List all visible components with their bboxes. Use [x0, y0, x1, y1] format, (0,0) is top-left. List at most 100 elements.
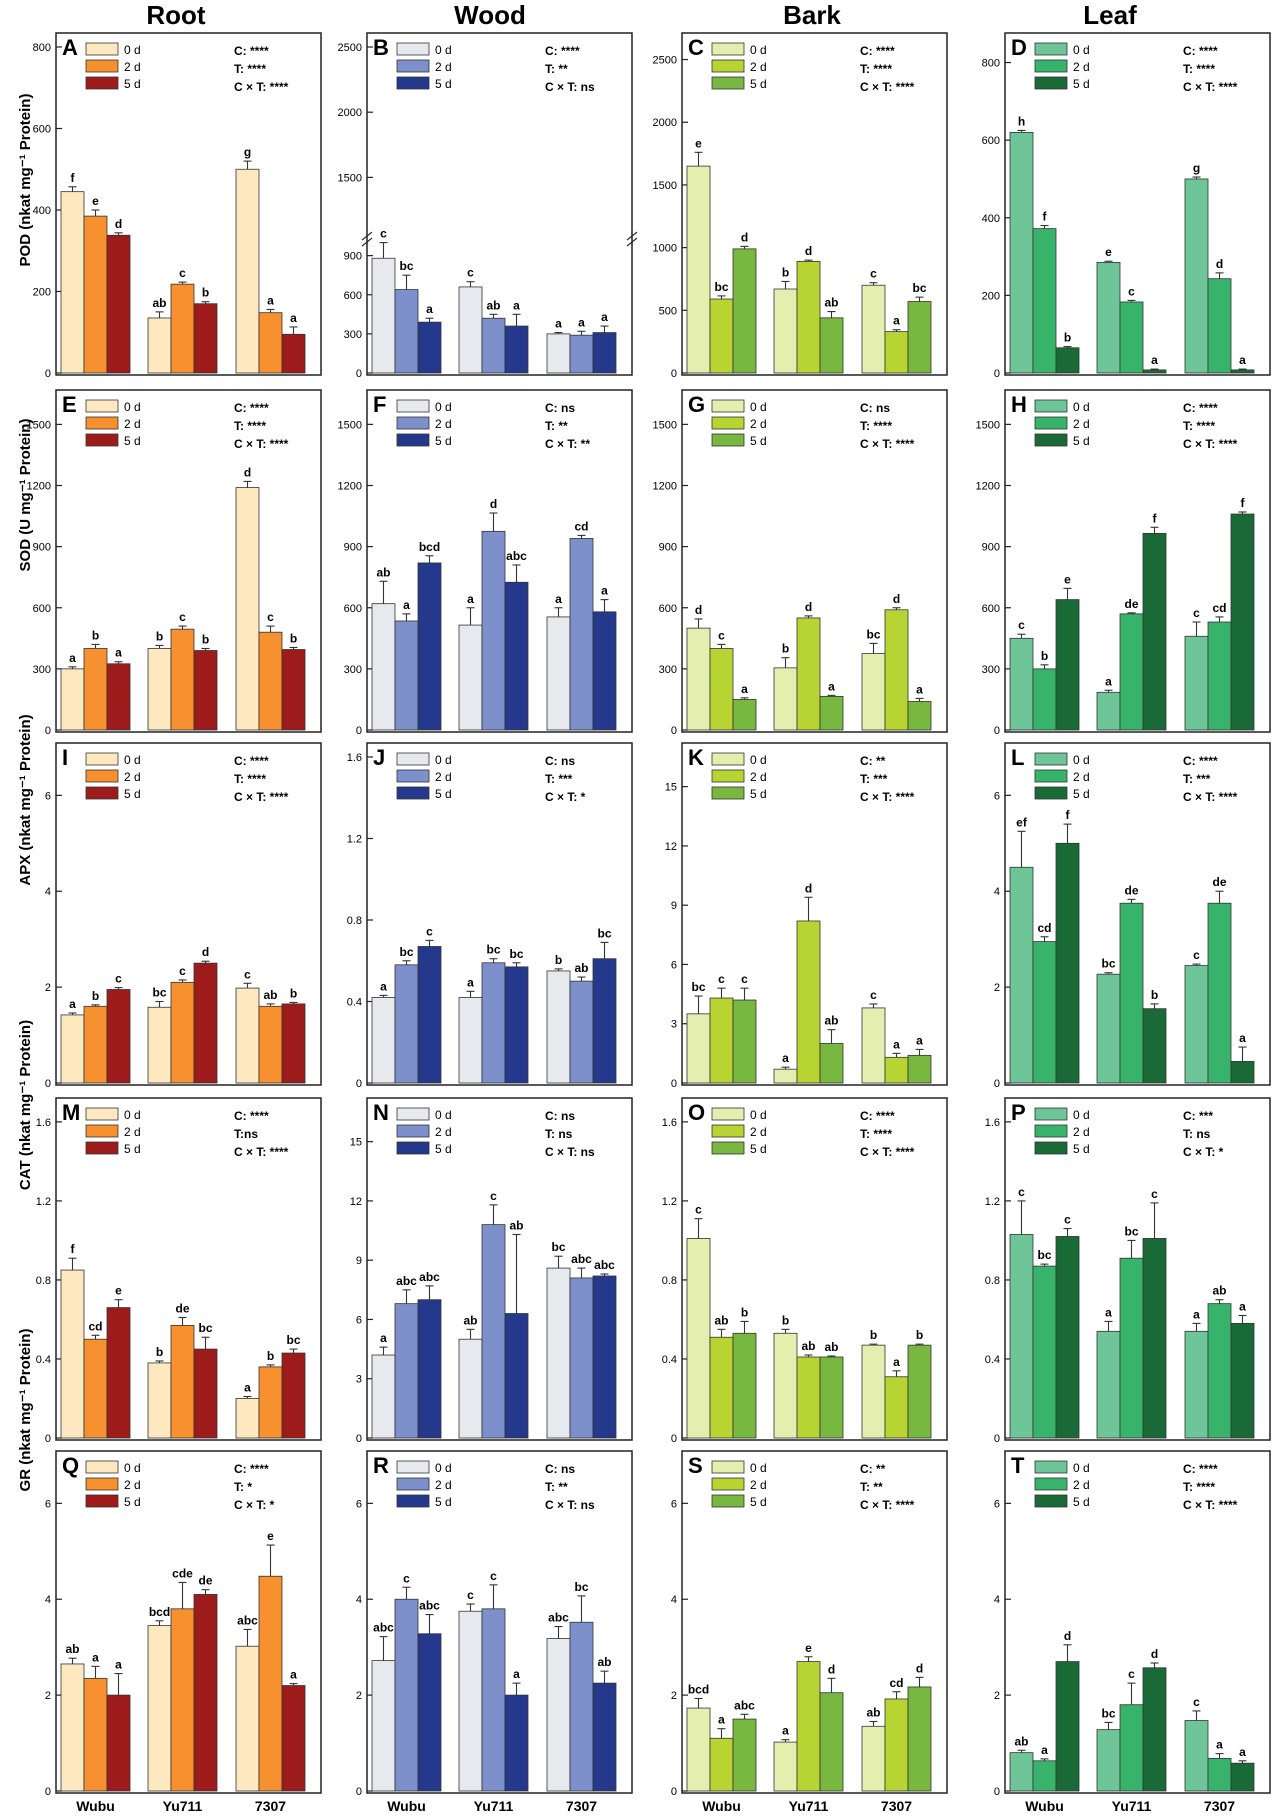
- significance-letter: a: [1239, 1031, 1246, 1045]
- y-tick-label: 1500: [653, 180, 677, 192]
- panel-letter: N: [373, 1100, 389, 1125]
- significance-letter: c: [403, 1571, 410, 1585]
- y-tick-label: 1.2: [347, 834, 362, 846]
- bar: [458, 1338, 483, 1439]
- stat-label: C × T: ****: [1183, 790, 1238, 804]
- significance-letter: g: [1193, 161, 1200, 175]
- significance-letter: c: [741, 972, 748, 986]
- panel-letter: B: [373, 35, 389, 60]
- panel-M: 0 0.4 0.8 1.2 1.6 M 0 d 2 d 5 d C: **** T:ns C × T:…: [36, 1097, 322, 1445]
- stat-label: C × T: **: [545, 437, 590, 451]
- legend-label: 2 d: [1073, 1125, 1090, 1139]
- significance-letter: b: [156, 1345, 163, 1359]
- legend-swatch: [396, 59, 430, 73]
- significance-letter: b: [782, 642, 789, 656]
- y-tick-label: 0: [356, 1786, 362, 1798]
- panel-B: 0 300 600 900 1500 2000 2500 B 0 d 2 d 5 d C: **** T…: [338, 32, 638, 380]
- legend-label: 0 d: [124, 1461, 141, 1475]
- significance-letter: a: [467, 975, 474, 989]
- panel-I: 0 2 4 6 I 0 d 2 d 5 d C: **** T: **** C × T: **** a…: [45, 742, 322, 1090]
- column-title-wood: Wood: [454, 0, 526, 30]
- bar: [1230, 513, 1255, 731]
- y-tick-label: 2: [45, 1690, 51, 1702]
- significance-letter: d: [805, 881, 812, 895]
- y-tick-label: 0: [994, 1786, 1000, 1798]
- bar: [1142, 1008, 1167, 1084]
- bar: [546, 1267, 571, 1439]
- legend-label: 0 d: [750, 400, 767, 414]
- bar: [371, 1660, 396, 1792]
- panel-A: 0 200 400 600 800 A 0 d 2 d 5 d C: **** T: **** C ×…: [33, 32, 322, 380]
- legend-swatch: [711, 433, 745, 447]
- panel-letter: K: [688, 745, 704, 770]
- y-tick-label: 900: [344, 251, 362, 263]
- y-tick-label: 300: [982, 664, 1000, 676]
- bar: [884, 1056, 909, 1084]
- significance-letter: g: [244, 145, 251, 159]
- y-tick-label: 500: [659, 305, 677, 317]
- bar: [417, 562, 442, 731]
- legend-swatch: [711, 42, 745, 56]
- bar: [819, 1043, 844, 1084]
- legend-label: 2 d: [435, 770, 452, 784]
- significance-letter: c: [870, 988, 877, 1002]
- y-tick-label: 4: [994, 886, 1000, 898]
- significance-letter: a: [601, 584, 608, 598]
- stat-label: T: ****: [234, 419, 266, 433]
- y-tick-label: 2: [356, 1690, 362, 1702]
- significance-letter: ab: [263, 988, 277, 1002]
- panel-H: 0 300 600 900 1200 1500 H 0 d 2 d 5 d C: **** T: **…: [976, 389, 1271, 737]
- stat-label: T: ****: [860, 1127, 892, 1141]
- significance-letter: a: [555, 317, 562, 331]
- significance-letter: a: [1041, 1743, 1048, 1757]
- panel-N: 0 3 6 9 12 15 N 0 d 2 d 5 d C: ns T: ns C × T: ns a ab…: [350, 1097, 633, 1445]
- bar: [709, 298, 734, 374]
- y-tick-label: 2000: [338, 107, 362, 119]
- legend-swatch: [396, 1494, 430, 1508]
- panel-frame: [55, 742, 322, 1086]
- legend-swatch: [85, 769, 119, 783]
- bar: [1230, 1323, 1255, 1439]
- stat-label: T: ****: [860, 419, 892, 433]
- bar: [60, 1663, 85, 1792]
- legend-label: 2 d: [435, 1478, 452, 1492]
- y-tick-label: 6: [994, 1498, 1000, 1510]
- significance-letter: ab: [801, 1339, 815, 1353]
- bar: [504, 966, 529, 1084]
- row-ylabels: POD (nkat mg⁻¹ Protein) SOD (U mg⁻¹ Prot…: [17, 94, 34, 1492]
- legend-swatch: [1034, 752, 1068, 766]
- bar: [1142, 1667, 1167, 1792]
- bar: [193, 650, 218, 731]
- legend-swatch: [85, 1124, 119, 1138]
- bar: [686, 1707, 711, 1792]
- significance-letter: ab: [714, 1313, 728, 1327]
- significance-letter: a: [741, 682, 748, 696]
- bar: [819, 695, 844, 731]
- significance-letter: e: [267, 1529, 274, 1543]
- significance-letter: a: [1239, 353, 1246, 367]
- legend-label: 0 d: [750, 1461, 767, 1475]
- significance-letter: a: [578, 315, 585, 329]
- y-tick-label: 6: [671, 959, 677, 971]
- legend-label: 0 d: [750, 1108, 767, 1122]
- y-tick-label: 1500: [653, 419, 677, 431]
- legend-swatch: [1034, 1107, 1068, 1121]
- stat-label: T: ****: [234, 772, 266, 786]
- significance-letter: c: [380, 227, 387, 241]
- bar: [569, 334, 594, 374]
- group-label: Wubu: [387, 1798, 426, 1814]
- legend-label: 5 d: [1073, 77, 1090, 91]
- significance-letter: a: [1239, 1300, 1246, 1314]
- y-tick-label: 0.4: [347, 997, 362, 1009]
- y-tick-label: 600: [982, 135, 1000, 147]
- legend-label: 5 d: [1073, 434, 1090, 448]
- legend-swatch: [711, 76, 745, 90]
- bar: [1096, 691, 1121, 731]
- y-tick-label: 0.8: [347, 915, 362, 927]
- panel-frame: [1004, 32, 1271, 376]
- y-tick-label: 3: [671, 1019, 677, 1031]
- bar: [1032, 1760, 1057, 1792]
- significance-letter: e: [92, 194, 99, 208]
